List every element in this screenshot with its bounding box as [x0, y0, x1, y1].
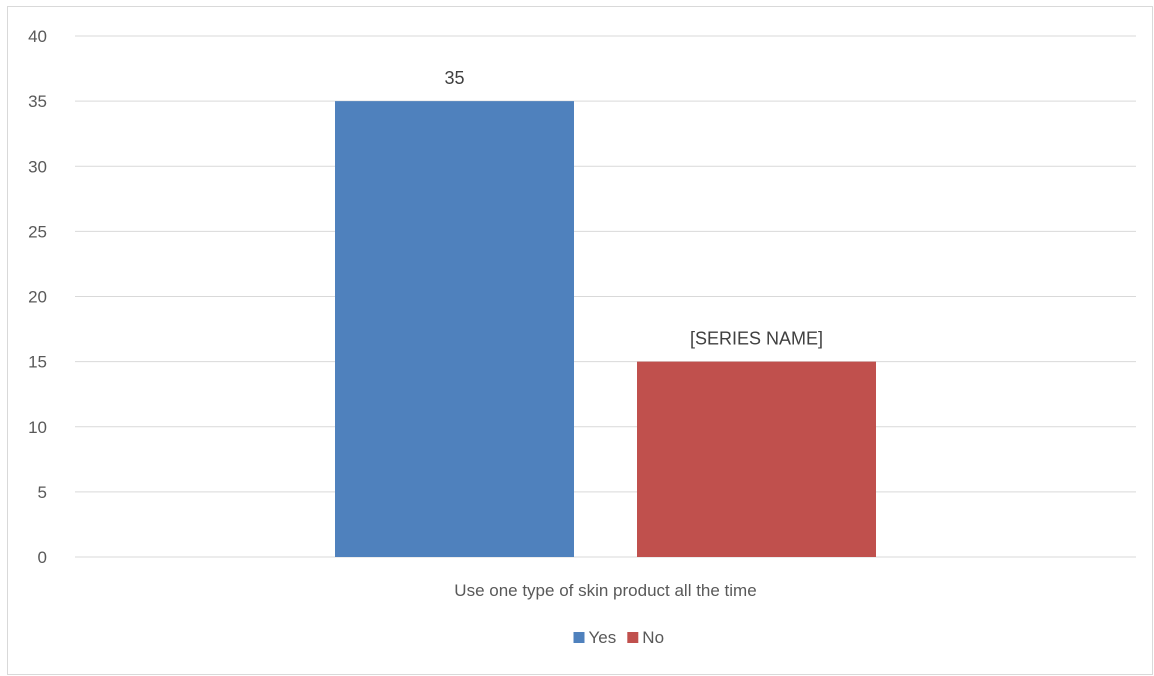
y-tick-label: 40 — [28, 27, 47, 46]
legend-label-yes: Yes — [589, 628, 617, 647]
x-category-label: Use one type of skin product all the tim… — [454, 581, 756, 600]
y-tick-label: 25 — [28, 222, 47, 241]
y-tick-label: 10 — [28, 418, 47, 437]
legend-swatch-no — [627, 632, 639, 643]
legend: Yes No — [573, 628, 664, 647]
y-tick-label: 5 — [38, 483, 47, 502]
y-tick-label: 15 — [28, 353, 47, 372]
bar-no — [637, 361, 876, 557]
y-axis-ticks: 0 5 10 15 20 25 30 35 40 — [28, 27, 47, 567]
data-label-no: [SERIES NAME] — [690, 329, 823, 349]
bars — [335, 101, 876, 557]
y-tick-label: 35 — [28, 92, 47, 111]
data-label-yes: 35 — [444, 68, 464, 88]
y-tick-label: 20 — [28, 288, 47, 307]
chart-frame — [7, 6, 1153, 675]
legend-swatch-yes — [573, 632, 585, 643]
y-tick-label: 0 — [38, 548, 47, 567]
x-axis-categories: Use one type of skin product all the tim… — [454, 581, 756, 600]
bar-yes — [335, 101, 574, 557]
gridlines — [75, 35, 1136, 558]
legend-label-no: No — [642, 628, 664, 647]
data-labels: 35 [SERIES NAME] — [444, 68, 823, 349]
y-tick-label: 30 — [28, 157, 47, 176]
